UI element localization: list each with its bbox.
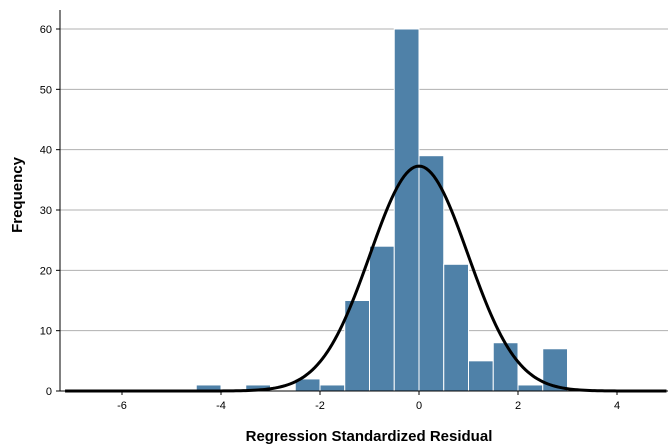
histogram-bar	[393, 28, 420, 392]
y-tick-label: 20	[40, 265, 52, 277]
x-tick-label: 4	[614, 400, 620, 412]
x-tick-label: -4	[216, 400, 226, 412]
histogram-bar	[492, 342, 519, 392]
x-tick-label: 2	[515, 400, 521, 412]
tick-labels: 0 10 20 30 40 50 60 -6 -4 -2 0 2 4	[40, 24, 620, 412]
x-tick-label: 0	[416, 400, 422, 412]
histogram-bar	[468, 360, 494, 392]
y-tick-label: 40	[40, 145, 52, 157]
histogram-bar	[369, 245, 395, 392]
y-tick-label: 0	[46, 386, 52, 398]
histogram-bar	[443, 263, 469, 392]
axes	[59, 10, 668, 392]
x-axis-title: Regression Standardized Residual	[246, 428, 493, 444]
histogram-bar	[517, 384, 544, 392]
y-tick-label: 30	[40, 205, 52, 217]
y-tick-label: 60	[40, 24, 52, 36]
gridlines	[60, 28, 668, 332]
x-tick-label: -2	[315, 400, 325, 412]
histogram-bar	[319, 384, 346, 392]
y-axis-title: Frequency	[9, 156, 26, 233]
x-tick-label: -6	[117, 400, 127, 412]
y-tick-label: 10	[40, 326, 52, 338]
y-tick-label: 50	[40, 84, 52, 96]
histogram-bar	[418, 155, 445, 392]
